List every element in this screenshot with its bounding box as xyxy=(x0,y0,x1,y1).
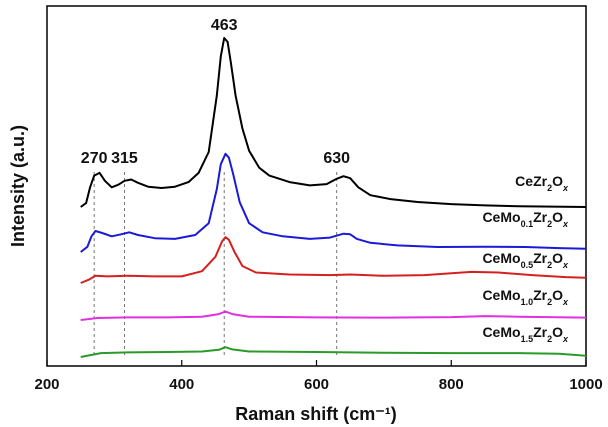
x-tick-label: 1000 xyxy=(569,376,602,393)
x-axis-title: Raman shift (cm⁻¹) xyxy=(235,404,397,424)
series-line xyxy=(80,310,587,321)
series-label: CeZr2Ox xyxy=(515,173,569,193)
series-label: CeMo0.1Zr2Ox xyxy=(482,209,569,229)
series-line xyxy=(80,152,587,253)
series-label: CeMo1.0Zr2Ox xyxy=(482,287,569,307)
peak-label: 630 xyxy=(323,150,350,167)
peak-label: 463 xyxy=(211,17,238,34)
peak-annotations: 270 315 463 630 xyxy=(81,17,350,167)
x-tick-label: 200 xyxy=(34,376,59,393)
x-axis-ticks: 200 400 600 800 1000 xyxy=(34,360,603,393)
series-line xyxy=(80,346,587,358)
series-line xyxy=(80,236,587,284)
series-label: CeMo1.5Zr2Ox xyxy=(482,324,569,344)
spectra-curves xyxy=(80,37,587,358)
x-tick-label: 800 xyxy=(439,376,464,393)
series-label: CeMo0.5Zr2Ox xyxy=(482,250,569,270)
x-tick-label: 400 xyxy=(169,376,194,393)
y-axis-title: Intensity (a.u.) xyxy=(8,125,28,247)
peak-label: 315 xyxy=(111,150,138,167)
peak-label: 270 xyxy=(81,150,108,167)
series-line xyxy=(80,37,587,208)
series-name-labels: CeZr2Ox CeMo0.1Zr2Ox CeMo0.5Zr2Ox CeMo1.0Zr… xyxy=(482,173,569,344)
plot-frame xyxy=(46,5,587,367)
peak-marker-lines xyxy=(93,172,338,358)
x-tick-label: 600 xyxy=(304,376,329,393)
